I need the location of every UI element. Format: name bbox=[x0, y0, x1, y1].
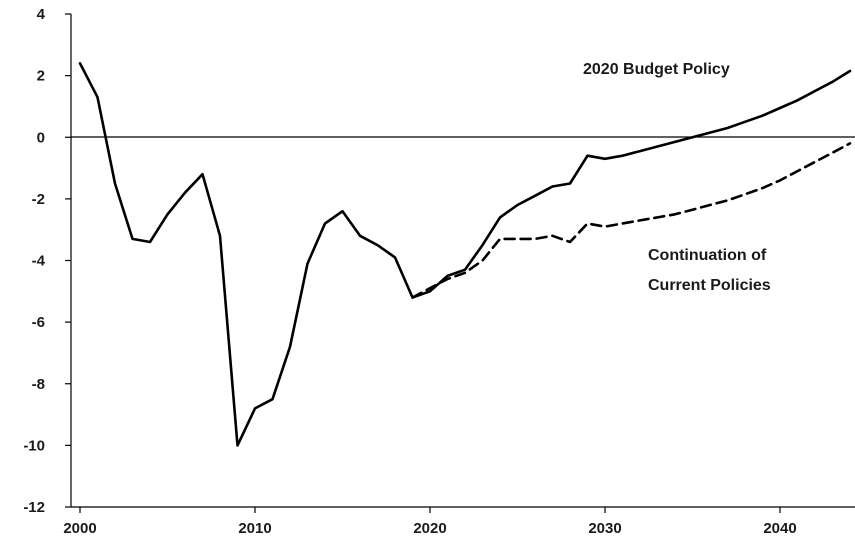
y-tick-label: 2 bbox=[37, 68, 45, 85]
x-ticks: 2000 2010 2020 2030 2040 bbox=[63, 507, 797, 537]
series-layer bbox=[78, 62, 852, 447]
x-tick-label: 2000 bbox=[63, 520, 96, 537]
series-line-budget-policy bbox=[78, 62, 852, 447]
y-tick-label: -4 bbox=[32, 253, 46, 270]
annotation-budget-policy: 2020 Budget Policy bbox=[583, 61, 730, 78]
x-tick-label: 2020 bbox=[413, 520, 446, 537]
series-line-current-policies bbox=[411, 142, 852, 299]
y-ticks: 4 2 0 -2 -4 -6 -8 -10 -12 bbox=[23, 6, 71, 516]
y-tick-label: -2 bbox=[32, 191, 45, 208]
y-tick-label: -8 bbox=[32, 376, 45, 393]
y-tick-label: -12 bbox=[23, 499, 45, 516]
y-tick-label: -6 bbox=[32, 314, 45, 331]
x-tick-label: 2010 bbox=[238, 520, 271, 537]
x-tick-label: 2030 bbox=[588, 520, 621, 537]
y-tick-label: 0 bbox=[37, 129, 45, 146]
x-tick-label: 2040 bbox=[763, 520, 796, 537]
annotation-current-policies-line2: Current Policies bbox=[648, 277, 771, 294]
y-tick-label: 4 bbox=[37, 6, 46, 23]
y-tick-label: -10 bbox=[23, 437, 45, 454]
annotation-current-policies-line1: Continuation of bbox=[648, 247, 767, 264]
